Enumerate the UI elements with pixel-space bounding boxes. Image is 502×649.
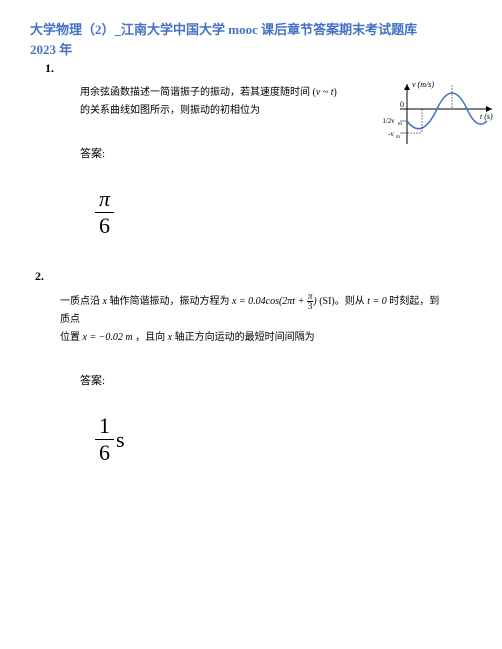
y-axis-label: v (m/s) bbox=[412, 80, 434, 89]
question-1-text: 用余弦函数描述一简谐振子的振动，若其速度随时间 (v ~ t) 的关系曲线如图所… bbox=[80, 84, 360, 120]
answer-1-formula: π 6 bbox=[95, 186, 472, 239]
question-2-number: 2. bbox=[35, 269, 472, 284]
y-tick-half-sub: m bbox=[398, 122, 402, 127]
origin-label: 0 bbox=[400, 100, 404, 109]
question-1-body: 用余弦函数描述一简谐振子的振动，若其速度随时间 (v ~ t) 的关系曲线如图所… bbox=[80, 84, 472, 120]
page-title: 大学物理（2）_江南大学中国大学 mooc 课后章节答案期末考试题库 2023 … bbox=[30, 20, 472, 59]
y-tick-half: -1/2v bbox=[382, 117, 395, 125]
answer-2-label: 答案: bbox=[80, 372, 472, 388]
velocity-time-graph: v (m/s) t (s) 0 -1/2v m -v m bbox=[382, 79, 502, 154]
x-axis-label: t (s) bbox=[480, 112, 493, 121]
answer-2-formula: 1 6 s bbox=[95, 413, 472, 466]
y-tick-vm: -v bbox=[388, 130, 394, 138]
question-1-number: 1. bbox=[45, 61, 472, 76]
question-2-text: 一质点沿 x 轴作简谐振动，振动方程为 x = 0.04cos(2πt + π3… bbox=[60, 292, 442, 347]
y-tick-vm-sub: m bbox=[396, 135, 400, 140]
sine-curve bbox=[407, 93, 487, 129]
